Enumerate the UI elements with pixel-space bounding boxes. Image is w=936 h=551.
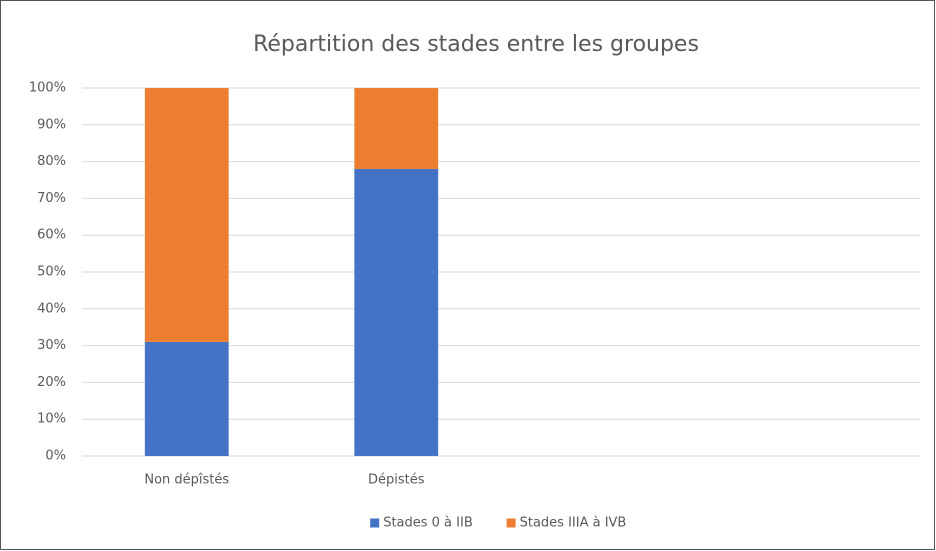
legend-swatch bbox=[506, 518, 516, 528]
y-tick-label: 70% bbox=[37, 191, 66, 206]
y-tick-label: 10% bbox=[37, 412, 66, 427]
y-tick-label: 100% bbox=[29, 81, 66, 96]
y-tick-label: 60% bbox=[37, 228, 66, 243]
y-tick-label: 20% bbox=[37, 375, 66, 390]
x-tick-label: Dépistés bbox=[368, 473, 425, 488]
y-tick-label: 90% bbox=[37, 117, 66, 132]
legend-label: Stades 0 à IIB bbox=[383, 516, 473, 531]
y-tick-label: 30% bbox=[37, 338, 66, 353]
y-tick-label: 0% bbox=[45, 449, 66, 464]
y-tick-label: 50% bbox=[37, 265, 66, 280]
legend-label: Stades IIIA à IVB bbox=[520, 516, 627, 531]
legend-swatch bbox=[370, 518, 380, 528]
bar-segment bbox=[144, 88, 229, 342]
y-tick-label: 80% bbox=[37, 154, 66, 169]
bar-segment bbox=[144, 341, 229, 456]
bar-segment bbox=[354, 168, 439, 456]
x-tick-label: Non dépîstés bbox=[144, 473, 229, 488]
chart-title: Répartition des stades entre les groupes bbox=[253, 32, 699, 57]
bar-segment bbox=[354, 88, 439, 169]
y-tick-label: 40% bbox=[37, 301, 66, 316]
